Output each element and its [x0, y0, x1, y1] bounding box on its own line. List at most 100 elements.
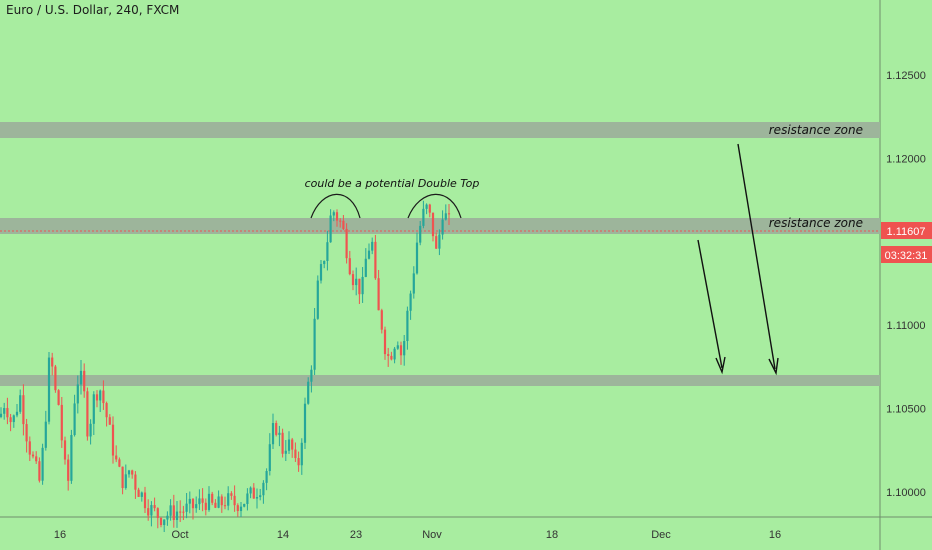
candle-body-bullish	[44, 421, 47, 448]
candle-body-bullish	[259, 495, 262, 498]
time-axis-ticks: 16 Oct 14 23 Nov 18 Dec 16	[54, 529, 781, 541]
candle-body-bearish	[63, 440, 67, 460]
candle-body-bullish	[284, 450, 287, 454]
candle-body-bullish	[15, 411, 19, 416]
candle-body-bearish	[236, 505, 239, 512]
candle-body-bearish	[9, 417, 12, 423]
candle-body-bullish	[371, 241, 374, 251]
candle-body-bearish	[131, 470, 134, 475]
candle-body-bullish	[438, 234, 441, 249]
candle-body-bearish	[108, 417, 111, 425]
candle-body-bullish	[41, 447, 44, 481]
candle-body-bullish	[12, 415, 15, 423]
candle-body-bearish	[156, 508, 159, 518]
candle-body-bearish	[345, 228, 348, 259]
candle-body-bullish	[412, 273, 415, 294]
candle-body-bullish	[326, 242, 329, 261]
candle-body-bearish	[275, 423, 278, 435]
candle-body-bearish	[134, 474, 137, 490]
candle-body-bullish	[265, 471, 268, 483]
candles-group	[0, 200, 451, 533]
price-tick-label: 1.12500	[886, 70, 926, 82]
down-arrow-long	[737, 143, 779, 376]
candle-body-bearish	[86, 391, 89, 437]
candle-body-bearish	[182, 511, 185, 513]
candle-body-bullish	[73, 403, 76, 436]
plot-background	[0, 0, 880, 517]
candle-body-bullish	[307, 381, 310, 404]
candle-body-bearish	[428, 204, 431, 213]
price-tick-label: 1.11000	[887, 320, 926, 332]
candle-body-bullish	[163, 519, 166, 526]
resistance-zone-lower-label: resistance zone	[769, 216, 863, 230]
double-top-label: could be a potential Double Top	[305, 177, 480, 190]
candle-body-bullish	[313, 318, 316, 370]
candle-body-bearish	[339, 220, 342, 222]
candle-body-bearish	[6, 408, 9, 418]
double-top-arc-right	[407, 193, 462, 219]
candle-body-bullish	[419, 225, 422, 243]
candle-body-bearish	[54, 366, 57, 391]
candle-body-bullish	[166, 515, 169, 520]
candle-body-bullish	[76, 384, 79, 404]
time-tick-label: 14	[277, 529, 289, 541]
candle-body-bullish	[185, 503, 188, 512]
candle-body-bearish	[447, 213, 451, 215]
last-price-text: 1.11607	[887, 226, 926, 238]
candle-body-bullish	[195, 504, 198, 509]
price-tick-label: 1.12000	[886, 153, 926, 165]
candle-body-bullish	[415, 242, 419, 274]
candle-body-bullish	[323, 260, 326, 265]
candle-body-bullish	[393, 348, 396, 360]
candle-body-bullish	[367, 250, 371, 259]
candle-body-bearish	[115, 455, 118, 460]
time-tick-label: 23	[350, 529, 362, 541]
candle-body-bullish	[70, 435, 73, 481]
candle-body-bearish	[57, 390, 60, 405]
candle-body-bearish	[335, 212, 339, 221]
candle-body-bearish	[83, 370, 86, 392]
candle-body-bearish	[38, 461, 41, 481]
candle-body-bearish	[377, 278, 380, 311]
candle-body-bearish	[387, 354, 390, 356]
candle-body-bearish	[25, 424, 28, 442]
double-top-arc-left	[310, 193, 361, 219]
candle-body-bearish	[191, 498, 195, 509]
candle-body-bullish	[319, 264, 323, 281]
candle-body-bullish	[207, 493, 211, 510]
countdown-text: 03:32:31	[885, 250, 928, 262]
candle-body-bullish	[47, 357, 51, 422]
candle-body-bullish	[287, 439, 291, 451]
candle-body-bearish	[179, 511, 182, 513]
candle-body-bullish	[444, 213, 447, 220]
candle-body-bearish	[252, 487, 255, 499]
candle-body-bearish	[159, 517, 163, 526]
resistance-zone-lower-band	[0, 218, 880, 234]
candle-body-bearish	[143, 492, 147, 509]
candle-body-bearish	[233, 495, 236, 506]
candle-body-bearish	[22, 395, 25, 425]
candle-body-bullish	[300, 442, 303, 466]
candle-body-bearish	[342, 220, 345, 229]
candle-body-bullish	[249, 487, 252, 494]
candle-body-bullish	[409, 293, 412, 311]
candle-body-bearish	[281, 432, 284, 454]
candle-body-bearish	[31, 454, 35, 457]
candle-body-bearish	[51, 357, 54, 367]
candle-body-bearish	[214, 502, 217, 508]
candle-body-bullish	[198, 498, 201, 505]
candle-body-bearish	[211, 493, 214, 503]
candle-body-bullish	[422, 208, 425, 226]
candle-body-bearish	[118, 459, 121, 467]
candle-body-bearish	[137, 489, 140, 497]
candle-body-bullish	[355, 278, 358, 286]
time-tick-label: 16	[54, 529, 66, 541]
price-axis-ticks: 1.12500 1.12000 1.11000 1.10500 1.10000	[886, 70, 926, 499]
countdown-label: 03:32:31	[881, 246, 932, 263]
candle-body-bullish	[262, 482, 265, 496]
support-zone-band	[0, 375, 880, 386]
candle-body-bearish	[121, 466, 124, 489]
candle-body-bearish	[60, 404, 63, 441]
